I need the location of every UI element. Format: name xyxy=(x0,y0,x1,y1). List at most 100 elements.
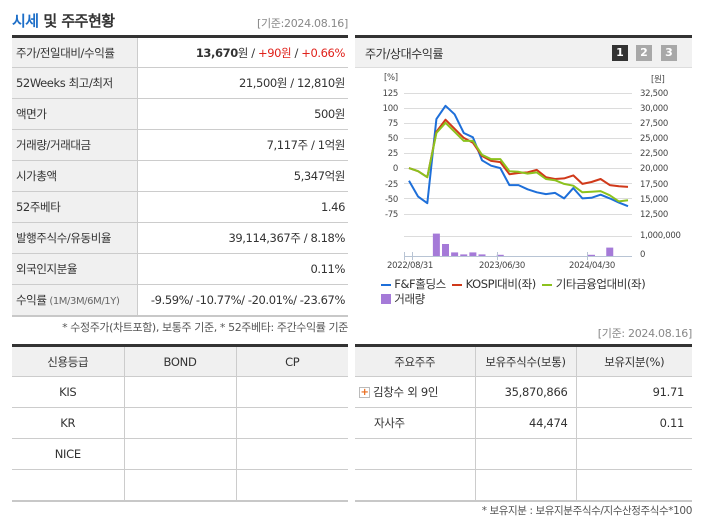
tick: 25,000 xyxy=(640,134,668,145)
tick: 20,000 xyxy=(640,164,668,175)
tick: 75 xyxy=(387,119,399,130)
expand-plus-icon[interactable]: + xyxy=(359,387,370,398)
holder-name xyxy=(355,469,476,502)
separator: / xyxy=(291,45,302,60)
major-shareholders-table: 주요주주 보유주식수(보통) 보유지분(%) + 김창수 외 9인 35,870,… xyxy=(355,344,692,502)
row-value: 500원 xyxy=(137,98,348,130)
tick: -50 xyxy=(385,194,398,205)
x-tick: 2024/04/30 xyxy=(569,261,615,271)
price-value: 13,670원 / +90원 / +0.66% xyxy=(137,36,348,68)
returns-label: 수익률 xyxy=(16,292,47,307)
title-accent: 시세 xyxy=(12,12,39,30)
holder-pct xyxy=(575,469,692,502)
cp-cell xyxy=(235,407,348,439)
tick: -25 xyxy=(385,179,398,190)
tick: 32,500 xyxy=(640,89,668,99)
right-axis-ticks: 32,500 30,000 27,500 25,000 22,500 20,00… xyxy=(640,87,668,223)
row-label: 액면가 xyxy=(12,98,138,130)
row-value: 1.46 xyxy=(137,191,348,223)
x-tick: 2023/06/30 xyxy=(479,261,525,271)
price-unit: 원 / xyxy=(237,45,258,60)
legend-line-icon xyxy=(452,283,463,286)
chart-page-2-button[interactable]: 2 xyxy=(636,45,652,61)
row-label: 외국인지분율 xyxy=(12,253,138,285)
legend-label: KOSPI대비(좌) xyxy=(465,277,537,291)
holder-shares: 35,870,866 xyxy=(474,376,577,408)
column-header: BOND xyxy=(123,345,237,377)
table-row: + 김창수 외 9인 35,870,866 91.71 xyxy=(355,376,692,408)
holder-name: 김창수 외 9인 xyxy=(373,385,439,399)
credit-rating-table: 신용등급 BOND CP KIS KR NICE xyxy=(12,344,348,502)
chart-page-1-button[interactable]: 1 xyxy=(612,45,628,61)
price-change-pct: +0.66% xyxy=(301,45,345,60)
legend-item[interactable]: 기타금융업대비(좌) xyxy=(542,277,646,291)
table-header-row: 신용등급 BOND CP xyxy=(12,345,348,377)
column-header: 보유주식수(보통) xyxy=(474,345,577,377)
holders-note: * 보유지분 : 보유지분주식수/지수산정주식수*100 xyxy=(481,505,693,517)
holder-name-cell: + 김창수 외 9인 xyxy=(355,376,476,408)
tick: 12,500 xyxy=(640,209,668,220)
returns-periods: (1M/3M/6M/1Y) xyxy=(46,295,120,307)
table-row: 거래량/거래대금 7,117주 / 1억원 xyxy=(12,129,348,161)
column-header: 주요주주 xyxy=(355,345,476,377)
row-label: 수익률 (1M/3M/6M/1Y) xyxy=(12,284,138,317)
table-row: 주가/전일대비/수익률 13,670원 / +90원 / +0.66% xyxy=(12,36,348,68)
table-row: NICE xyxy=(12,438,348,470)
row-label: 발행주식수/유동비율 xyxy=(12,222,138,254)
bond-cell xyxy=(123,407,237,439)
legend-line-icon xyxy=(381,283,391,286)
legend-label: 거래량 xyxy=(394,292,425,306)
legend-label: F&F홀딩스 xyxy=(394,277,446,291)
chart-legend: F&F홀딩스 KOSPI대비(좌) 기타금융업대비(좌) xyxy=(381,276,646,292)
tick: 17,500 xyxy=(640,179,668,190)
basis-date: [기준:2024.08.16] xyxy=(256,17,348,30)
row-label: 시가총액 xyxy=(12,160,138,192)
row-value: 7,117주 / 1억원 xyxy=(137,129,348,161)
bond-cell xyxy=(123,469,237,502)
tick: -75 xyxy=(385,209,398,220)
holder-pct xyxy=(575,438,692,470)
row-label: 52주베타 xyxy=(12,191,138,223)
agency-cell: KIS xyxy=(12,376,125,408)
x-tick: 2022/08/31 xyxy=(387,261,433,271)
table-row xyxy=(355,469,692,502)
legend-item[interactable]: F&F홀딩스 xyxy=(381,277,446,291)
tick: 30,000 xyxy=(640,104,668,115)
holder-name: 자사주 xyxy=(355,407,476,439)
section-title: 시세 및 주주현황 xyxy=(12,10,115,31)
holder-shares xyxy=(474,469,577,502)
row-value: 21,500원 / 12,810원 xyxy=(137,67,348,99)
agency-cell: KR xyxy=(12,407,125,439)
volume-tick-zero: 0 xyxy=(640,250,646,260)
chart-title: 주가/상대수익률 xyxy=(365,47,444,61)
table-row: 수익률 (1M/3M/6M/1Y) -9.59%/ -10.77%/ -20.01… xyxy=(12,284,348,317)
legend-item[interactable]: 거래량 xyxy=(381,291,425,307)
tick: 22,500 xyxy=(640,149,668,160)
chart-panel: 주가/상대수익률 1 2 3 xyxy=(355,35,692,310)
row-label: 52Weeks 최고/최저 xyxy=(12,67,138,99)
holders-basis-date: [기준: 2024.08.16] xyxy=(597,327,693,340)
chart-header: 주가/상대수익률 xyxy=(355,38,692,68)
current-price: 13,670 xyxy=(195,45,238,60)
cp-cell xyxy=(235,376,348,408)
returns-value: -9.59%/ -10.77%/ -20.01%/ -23.67% xyxy=(137,284,348,317)
table-row xyxy=(12,469,348,502)
table-row: 액면가 500원 xyxy=(12,98,348,130)
info-note: * 수정주가(차트포함), 보통주 기준, * 52주베타: 주간수익률 기준 xyxy=(62,321,348,334)
row-value: 5,347억원 xyxy=(137,160,348,192)
legend-line-icon xyxy=(542,283,553,286)
title-rest: 및 주주현황 xyxy=(38,12,115,30)
column-header: CP xyxy=(235,345,348,377)
chart-page-3-button[interactable]: 3 xyxy=(661,45,677,61)
tick: 125 xyxy=(382,89,399,99)
table-row: 52주베타 1.46 xyxy=(12,191,348,223)
bond-cell xyxy=(123,376,237,408)
legend-item[interactable]: KOSPI대비(좌) xyxy=(452,277,536,291)
cp-cell xyxy=(235,438,348,470)
table-row: 시가총액 5,347억원 xyxy=(12,160,348,192)
price-info-table: 주가/전일대비/수익률 13,670원 / +90원 / +0.66% 52We… xyxy=(12,35,348,317)
table-row: KIS xyxy=(12,376,348,408)
row-value: 0.11% xyxy=(137,253,348,285)
row-label: 주가/전일대비/수익률 xyxy=(12,36,138,68)
agency-cell: NICE xyxy=(12,438,125,470)
